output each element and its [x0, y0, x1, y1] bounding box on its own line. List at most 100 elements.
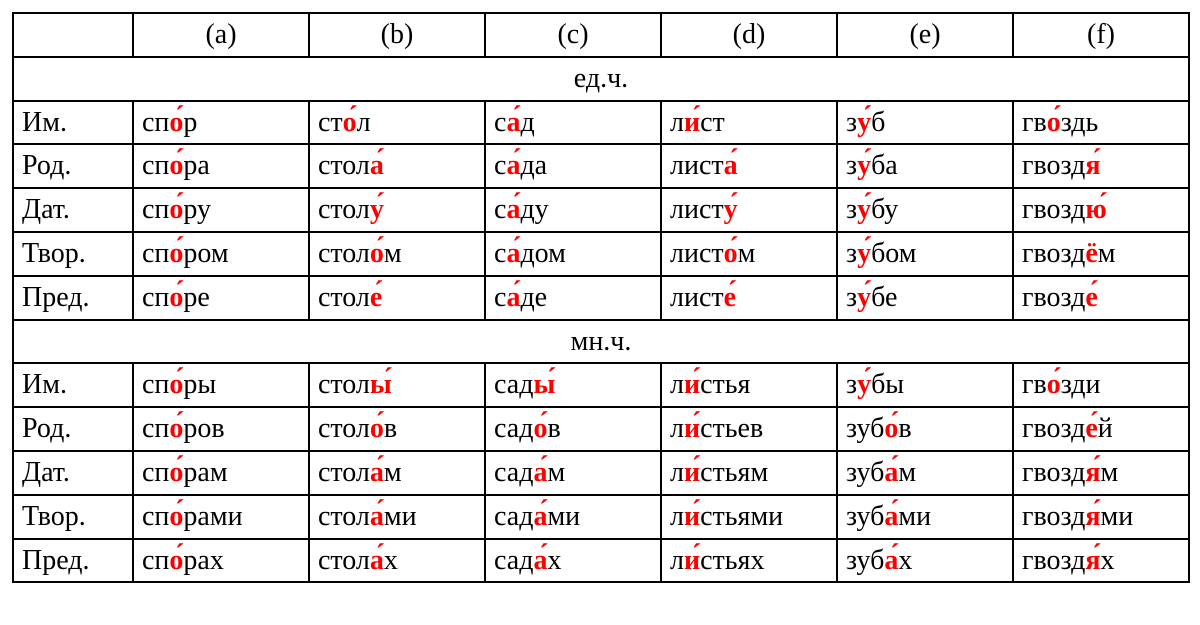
- table-head: (a) (b) (c) (d) (e) (f): [13, 13, 1189, 57]
- stressed-vowel: я́: [1085, 501, 1100, 532]
- case-label: Род.: [13, 144, 133, 188]
- case-label: Дат.: [13, 188, 133, 232]
- word-cell: сто́л: [309, 101, 485, 145]
- stressed-vowel: и́: [684, 545, 700, 576]
- word-cell: гво́зди: [1013, 363, 1189, 407]
- stressed-vowel: у́: [857, 282, 871, 313]
- stressed-vowel: ы́: [370, 369, 392, 400]
- section-header-row: ед.ч.: [13, 57, 1189, 101]
- word-cell: ли́стьями: [661, 495, 837, 539]
- word-cell: ли́ст: [661, 101, 837, 145]
- stressed-vowel: а́: [884, 545, 898, 576]
- stressed-vowel: о́: [533, 413, 547, 444]
- stressed-vowel: о́: [169, 413, 183, 444]
- word-cell: столу́: [309, 188, 485, 232]
- col-header: (d): [661, 13, 837, 57]
- word-cell: са́дом: [485, 232, 661, 276]
- col-header: (b): [309, 13, 485, 57]
- table-row: Пред.спо́рестоле́са́делисте́зу́бегвозде́: [13, 276, 1189, 320]
- stressed-vowel: а́: [370, 545, 384, 576]
- word-cell: ли́стьев: [661, 407, 837, 451]
- word-cell: сада́ми: [485, 495, 661, 539]
- word-cell: сада́х: [485, 539, 661, 583]
- table-row: Им.спо́рсто́лса́дли́стзу́бгво́здь: [13, 101, 1189, 145]
- word-cell: зу́б: [837, 101, 1013, 145]
- word-cell: зуба́м: [837, 451, 1013, 495]
- stressed-vowel: ы́: [533, 369, 555, 400]
- word-cell: листу́: [661, 188, 837, 232]
- stressed-vowel: у́: [857, 107, 871, 138]
- stressed-vowel: а́: [884, 501, 898, 532]
- section-header-row: мн.ч.: [13, 320, 1189, 364]
- table-row: Род.спо́растола́са́далиста́зу́багвоздя́: [13, 144, 1189, 188]
- stressed-vowel: а́: [370, 501, 384, 532]
- word-cell: садо́в: [485, 407, 661, 451]
- word-cell: стола́ми: [309, 495, 485, 539]
- word-cell: листе́: [661, 276, 837, 320]
- word-cell: листо́м: [661, 232, 837, 276]
- word-cell: гвоздю́: [1013, 188, 1189, 232]
- word-cell: спо́р: [133, 101, 309, 145]
- word-cell: ли́стья: [661, 363, 837, 407]
- stressed-vowel: я́: [1085, 457, 1100, 488]
- stressed-vowel: е́: [370, 282, 382, 313]
- stressed-vowel: о́: [370, 413, 384, 444]
- section-title: мн.ч.: [13, 320, 1189, 364]
- stressed-vowel: а́: [370, 150, 384, 181]
- stressed-vowel: о́: [1047, 107, 1061, 138]
- word-cell: гвозде́й: [1013, 407, 1189, 451]
- stressed-vowel: о́: [169, 369, 183, 400]
- col-header: (c): [485, 13, 661, 57]
- stressed-vowel: а́: [506, 194, 520, 225]
- stressed-vowel: о́: [724, 238, 738, 269]
- word-cell: гвоздя́ми: [1013, 495, 1189, 539]
- stressed-vowel: а́: [506, 150, 520, 181]
- stressed-vowel: а́: [533, 501, 547, 532]
- table-row: Твор.спо́рамистола́мисада́мили́стьямизуб…: [13, 495, 1189, 539]
- stressed-vowel: у́: [857, 238, 871, 269]
- stressed-vowel: о́: [1047, 369, 1061, 400]
- col-header: (e): [837, 13, 1013, 57]
- word-cell: са́де: [485, 276, 661, 320]
- table-body: ед.ч.Им.спо́рсто́лса́дли́стзу́бгво́здьРо…: [13, 57, 1189, 583]
- word-cell: ли́стьях: [661, 539, 837, 583]
- word-cell: столо́в: [309, 407, 485, 451]
- stressed-vowel: а́: [724, 150, 738, 181]
- stressed-vowel: о́: [169, 457, 183, 488]
- word-cell: спо́ры: [133, 363, 309, 407]
- stressed-vowel: и́: [684, 369, 700, 400]
- col-header: (a): [133, 13, 309, 57]
- word-cell: зу́бе: [837, 276, 1013, 320]
- stressed-vowel: о́: [370, 238, 384, 269]
- word-cell: зу́бом: [837, 232, 1013, 276]
- word-cell: спо́ра: [133, 144, 309, 188]
- word-cell: спо́ре: [133, 276, 309, 320]
- table-row: Дат.спо́рамстола́мсада́мли́стьямзуба́мгв…: [13, 451, 1189, 495]
- stressed-vowel: е́: [1085, 413, 1097, 444]
- stressed-vowel: е́: [1085, 282, 1097, 313]
- table-row: Дат.спо́рустолу́са́дулисту́зу́бугвоздю́: [13, 188, 1189, 232]
- stressed-vowel: а́: [533, 457, 547, 488]
- case-label: Пред.: [13, 276, 133, 320]
- word-cell: зу́бы: [837, 363, 1013, 407]
- stressed-vowel: и́: [684, 457, 700, 488]
- word-cell: ли́стьям: [661, 451, 837, 495]
- word-cell: стола́: [309, 144, 485, 188]
- stressed-vowel: а́: [884, 457, 898, 488]
- case-label: Дат.: [13, 451, 133, 495]
- case-label: Им.: [13, 363, 133, 407]
- stressed-vowel: и́: [684, 501, 700, 532]
- stressed-vowel: а́: [370, 457, 384, 488]
- case-label: Твор.: [13, 232, 133, 276]
- col-header: (f): [1013, 13, 1189, 57]
- table-row: Род.спо́ровстоло́всадо́вли́стьевзубо́вгв…: [13, 407, 1189, 451]
- stressed-vowel: о́: [169, 150, 183, 181]
- stressed-vowel: о́: [343, 107, 357, 138]
- table-row: Пред.спо́рахстола́хсада́хли́стьяхзуба́хг…: [13, 539, 1189, 583]
- stressed-vowel: у́: [370, 194, 384, 225]
- word-cell: гвозде́: [1013, 276, 1189, 320]
- word-cell: спо́рам: [133, 451, 309, 495]
- word-cell: гвоздя́: [1013, 144, 1189, 188]
- word-cell: зуба́ми: [837, 495, 1013, 539]
- stressed-vowel: а́: [506, 107, 520, 138]
